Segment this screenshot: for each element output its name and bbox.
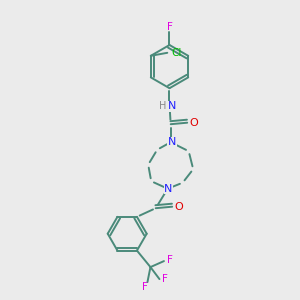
Text: H: H [159,101,167,111]
Text: F: F [142,283,148,292]
Text: F: F [167,255,173,265]
Text: N: N [168,101,177,111]
Text: O: O [189,118,198,128]
Text: F: F [162,274,168,284]
Text: N: N [164,184,172,194]
Text: O: O [174,202,183,212]
Text: N: N [168,137,176,147]
Text: Cl: Cl [172,48,182,58]
Text: F: F [167,22,172,32]
